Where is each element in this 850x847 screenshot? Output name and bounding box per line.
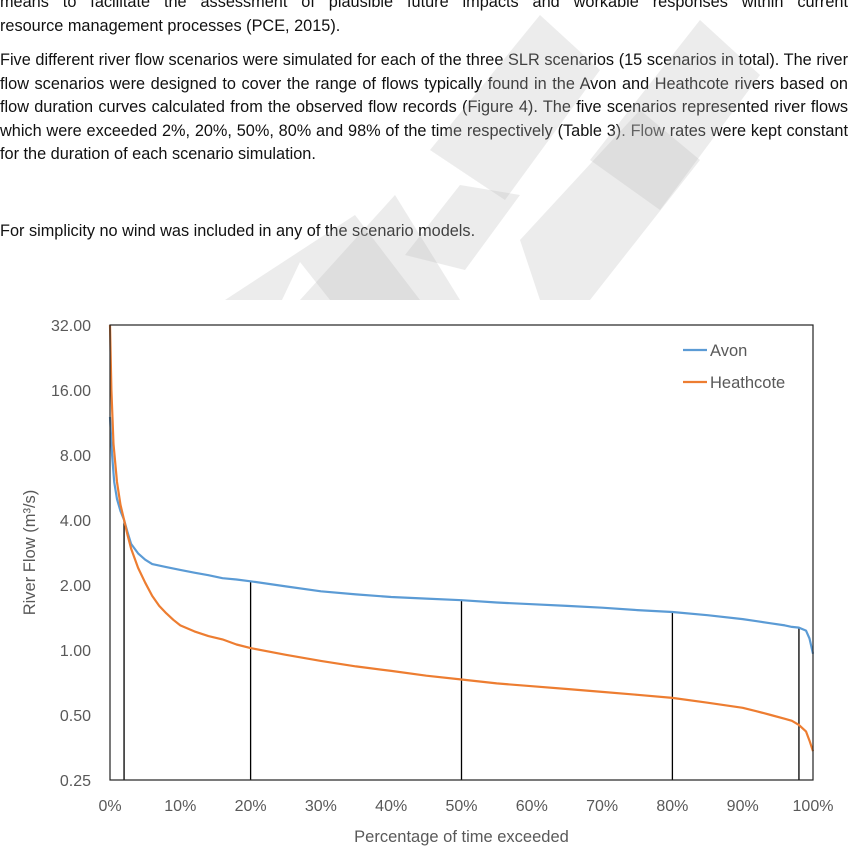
y-tick-label: 0.50 [60,708,91,725]
x-axis-ticks: 0% 10% 20% 30% 40% 50% 60% 70% 80% 90% 100% [98,798,833,815]
legend-label: Avon [710,342,747,360]
x-tick-label: 20% [235,798,267,815]
x-tick-label: 30% [305,798,337,815]
x-tick-label: 90% [727,798,759,815]
x-tick-label: 70% [586,798,618,815]
paragraph-1-line-2: resource management processes (PCE, 2015… [0,16,341,35]
scenario-markers [123,520,800,780]
y-tick-label: 16.00 [51,383,91,400]
y-tick-label: 8.00 [60,448,91,465]
series-line-heathcote [108,324,815,752]
y-axis-title: River Flow (m³/s) [21,490,39,616]
series-lines [108,324,815,752]
x-tick-label: 40% [375,798,407,815]
y-tick-label: 0.25 [60,773,91,790]
paragraph-1: means to facilitate the assessment of pl… [0,0,848,38]
x-tick-label: 0% [98,798,121,815]
y-tick-label: 2.00 [60,578,91,595]
x-tick-label: 50% [445,798,477,815]
plot-area-frame [109,324,814,781]
x-tick-label: 60% [516,798,548,815]
y-tick-label: 4.00 [60,513,91,530]
legend-label: Heathcote [710,374,785,392]
paragraph-1-line-1: means to facilitate the assessment of pl… [0,0,848,11]
paragraph-3: For simplicity no wind was included in a… [0,222,476,240]
y-tick-label: 32.00 [51,318,91,335]
flow-duration-chart: 0.25 0.50 1.00 2.00 4.00 8.00 16.00 32.00 0% 10%… [21,318,833,846]
y-axis-ticks: 0.25 0.50 1.00 2.00 4.00 8.00 16.00 32.00 [51,318,91,790]
paragraph-2: Five different river flow scenarios were… [0,51,848,163]
y-tick-label: 1.00 [60,643,91,660]
x-tick-label: 80% [656,798,688,815]
chart-legend: Avon Heathcote [683,342,785,392]
x-axis-title: Percentage of time exceeded [354,828,569,846]
x-tick-label: 10% [164,798,196,815]
x-tick-label: 100% [793,798,834,815]
